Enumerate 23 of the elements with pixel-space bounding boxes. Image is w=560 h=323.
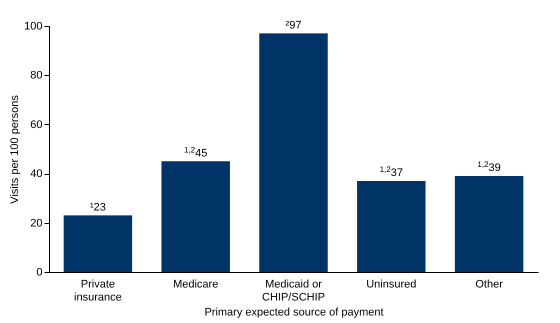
y-tick-label: 80	[30, 70, 42, 82]
bar	[259, 33, 328, 272]
y-tick-label: 60	[30, 118, 42, 131]
data-label: ¹23	[90, 201, 106, 214]
x-axis-title: Primary expected source of payment	[204, 306, 384, 318]
x-tick-label: Private insurance	[74, 278, 122, 304]
bar	[357, 180, 426, 272]
bar	[161, 161, 230, 272]
data-label: $^{1,2}$39	[477, 160, 501, 174]
y-tick-label: 100	[24, 20, 42, 32]
y-tick-label: 20	[30, 217, 42, 230]
x-tick-label: Uninsured	[366, 278, 416, 290]
bar	[64, 215, 132, 272]
x-tick-label: Medicaid or CHIP/SCHIP	[262, 278, 325, 304]
x-tick-label: Medicare	[173, 278, 218, 290]
y-axis-title: Visits per 100 persons	[9, 94, 22, 204]
x-tick-label: Other	[475, 278, 504, 290]
data-label: ²97	[286, 19, 302, 32]
y-tick-label: 0	[36, 266, 42, 278]
bar	[454, 176, 524, 272]
y-tick-label: 40	[30, 168, 42, 180]
data-label: $^{1,2}$37	[380, 164, 403, 179]
data-label: $^{1,2}$45	[184, 144, 208, 160]
